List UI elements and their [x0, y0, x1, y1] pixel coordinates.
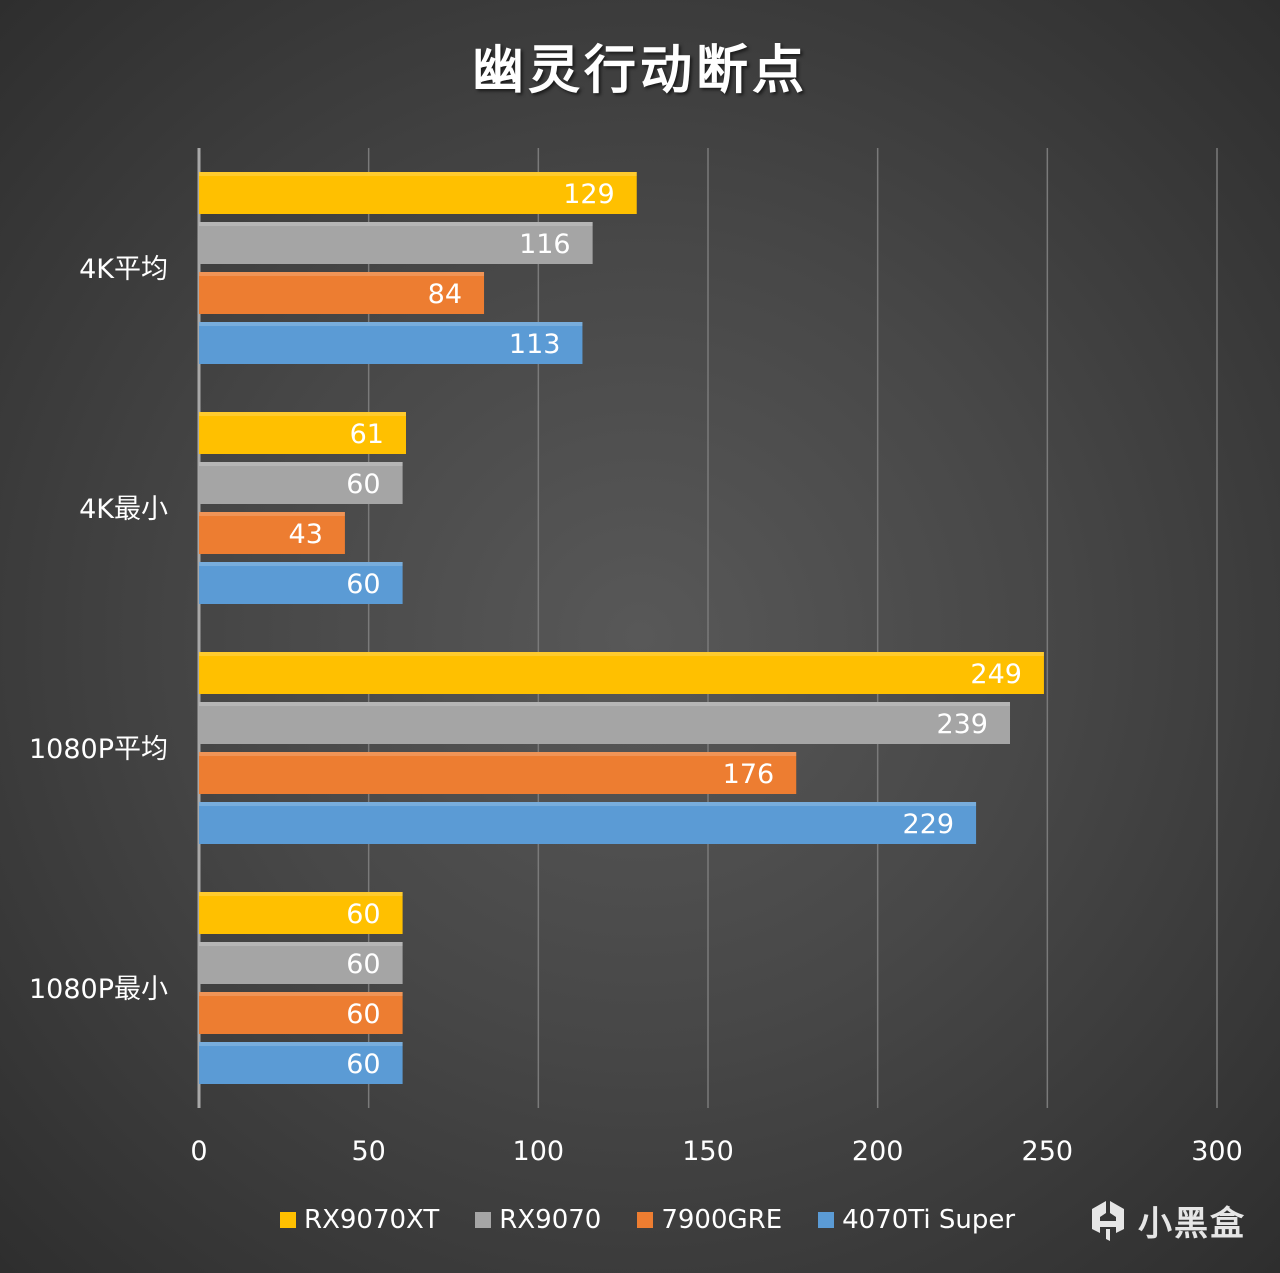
category-label: 4K平均 — [79, 254, 168, 285]
bar-highlight — [199, 562, 403, 566]
legend-swatch — [280, 1212, 296, 1228]
x-tick-label: 100 — [513, 1136, 565, 1167]
bar — [199, 752, 797, 794]
bar-highlight — [199, 802, 977, 806]
legend: RX9070XT RX9070 7900GRE 4070Ti Super — [280, 1200, 1015, 1240]
bar-highlight — [199, 652, 1044, 656]
data-label: 60 — [346, 999, 380, 1030]
legend-item-rx9070: RX9070 — [475, 1205, 601, 1235]
x-tick-label: 300 — [1191, 1136, 1243, 1167]
bar-highlight — [199, 702, 1011, 706]
bar-highlight — [199, 512, 345, 516]
x-tick-label: 0 — [190, 1136, 207, 1167]
data-label: 43 — [289, 519, 323, 550]
category-label: 4K最小 — [79, 494, 168, 525]
bar-highlight — [199, 942, 403, 946]
x-tick-label: 150 — [682, 1136, 734, 1167]
data-label: 129 — [563, 179, 615, 210]
bar-highlight — [199, 222, 593, 226]
legend-item-7900gre: 7900GRE — [637, 1205, 782, 1235]
data-label: 249 — [970, 659, 1022, 690]
legend-swatch — [637, 1212, 654, 1228]
data-label: 60 — [346, 1049, 380, 1080]
bar — [199, 222, 593, 264]
legend-label: RX9070XT — [304, 1205, 440, 1235]
data-label: 60 — [346, 469, 380, 500]
data-label: 239 — [936, 709, 988, 740]
bar-highlight — [199, 272, 485, 276]
category-label: 1080P最小 — [29, 974, 168, 1005]
bar — [199, 992, 403, 1034]
legend-label: RX9070 — [499, 1205, 602, 1235]
data-label: 60 — [346, 569, 380, 600]
bar — [199, 412, 406, 454]
bar — [199, 462, 403, 504]
bar-highlight — [199, 462, 403, 466]
data-label: 61 — [350, 419, 384, 450]
bar-highlight — [199, 172, 637, 176]
bar-highlight — [199, 992, 403, 996]
data-label: 116 — [519, 229, 571, 260]
bar-highlight — [199, 892, 403, 896]
data-label: 84 — [428, 279, 462, 310]
bar — [199, 562, 403, 604]
legend-label: 7900GRE — [661, 1205, 783, 1235]
x-tick-label: 200 — [852, 1136, 904, 1167]
bar — [199, 172, 637, 214]
bar-highlight — [199, 412, 406, 416]
bar — [199, 942, 403, 984]
watermark-text: 小黑盒 — [1138, 1204, 1246, 1244]
bar — [199, 512, 345, 554]
bar — [199, 802, 977, 844]
data-label: 229 — [903, 809, 955, 840]
legend-swatch — [475, 1212, 492, 1228]
legend-item-4070ti-super: 4070Ti Super — [818, 1205, 1015, 1235]
x-tick-label: 50 — [351, 1136, 385, 1167]
bar — [199, 892, 403, 934]
legend-swatch — [818, 1212, 835, 1228]
bar-highlight — [199, 752, 797, 756]
bar — [199, 1042, 403, 1084]
chart-title: 幽灵行动断点 — [471, 41, 808, 101]
bar — [199, 652, 1044, 694]
legend-label: 4070Ti Super — [842, 1205, 1016, 1235]
bar — [199, 322, 583, 364]
bar — [199, 272, 485, 314]
data-label: 176 — [723, 759, 775, 790]
category-label: 1080P平均 — [29, 734, 168, 765]
watermark: 小黑盒 — [1086, 1196, 1246, 1245]
bar-highlight — [199, 1042, 403, 1046]
data-label: 60 — [346, 949, 380, 980]
x-tick-label: 250 — [1022, 1136, 1074, 1167]
legend-item-rx9070xt: RX9070XT — [280, 1205, 439, 1235]
data-label: 113 — [509, 329, 561, 360]
bar — [199, 702, 1011, 744]
data-label: 60 — [346, 899, 380, 930]
bar-highlight — [199, 322, 583, 326]
xiaoheihe-logo-icon — [1092, 1200, 1124, 1241]
